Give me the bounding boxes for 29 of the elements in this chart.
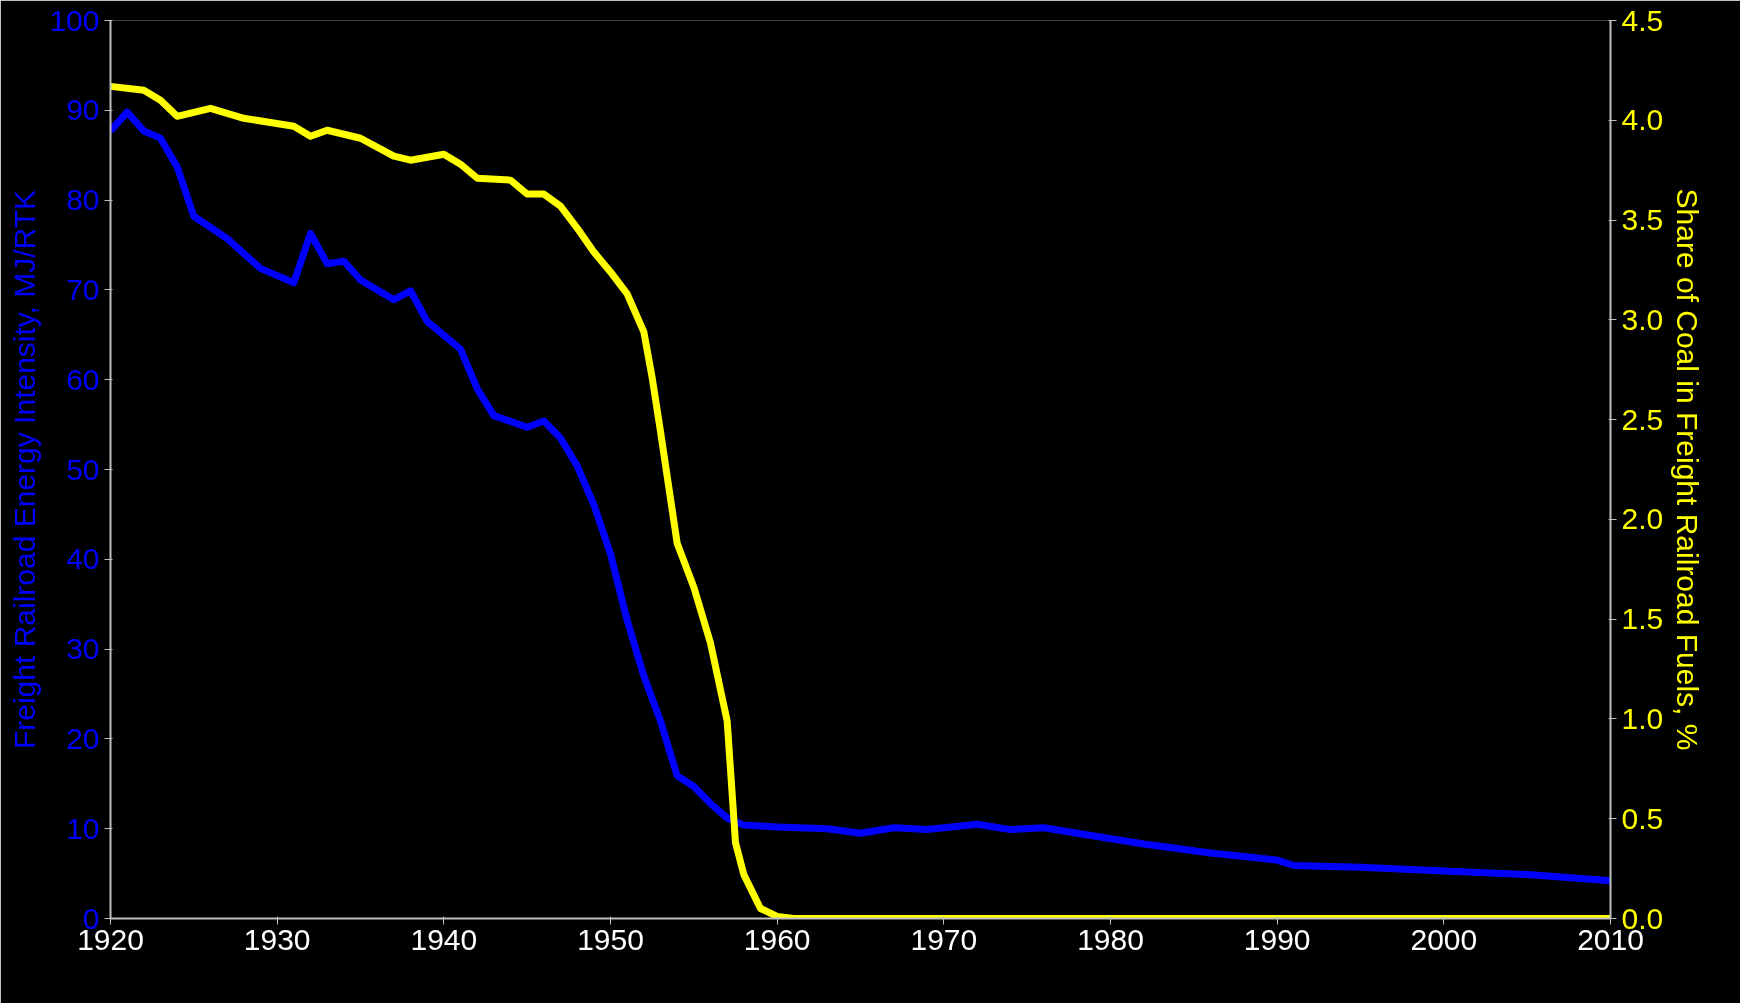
y2-tick-label: 4.0	[1621, 103, 1664, 137]
y-tick-label: 60	[66, 362, 100, 396]
y2-tick-label: 0.5	[1621, 801, 1664, 835]
y-axis-title: Freight Railroad Energy Intensity, MJ/RTK	[8, 189, 42, 750]
x-tick-label: 2000	[1410, 922, 1478, 956]
y-tick-label: 80	[66, 183, 100, 217]
y-tick-label: 90	[66, 93, 100, 127]
x-tick-label: 1940	[410, 922, 478, 956]
x-tick-label: 1970	[910, 922, 978, 956]
y2-tick-label: 3.5	[1621, 203, 1664, 237]
y-tick-label: 50	[66, 452, 100, 486]
y-tick-label: 20	[66, 721, 100, 755]
x-tick-label: 1930	[243, 922, 311, 956]
x-tick-label: 1990	[1243, 922, 1311, 956]
y-tick-label: 40	[66, 542, 100, 576]
x-tick-label: 1960	[743, 922, 811, 956]
y-tick-label: 100	[49, 3, 100, 37]
y-tick-label: 30	[66, 632, 100, 666]
y2-tick-label: 1.5	[1621, 602, 1664, 636]
x-tick-label: 1950	[577, 922, 644, 956]
y2-axis-title: Share of Coal in Freight Railroad Fuels, %	[1671, 188, 1705, 751]
x-tick-label: 1980	[1077, 922, 1144, 956]
y2-tick-label: 3.0	[1621, 302, 1664, 336]
y2-tick-label: 2.0	[1621, 502, 1664, 536]
y2-tick-label: 1.0	[1621, 701, 1664, 735]
y-tick-label: 70	[66, 272, 100, 306]
y2-tick-label: 2.5	[1621, 402, 1664, 436]
y-tick-label: 10	[66, 811, 100, 845]
y2-tick-label: 4.5	[1621, 3, 1664, 37]
